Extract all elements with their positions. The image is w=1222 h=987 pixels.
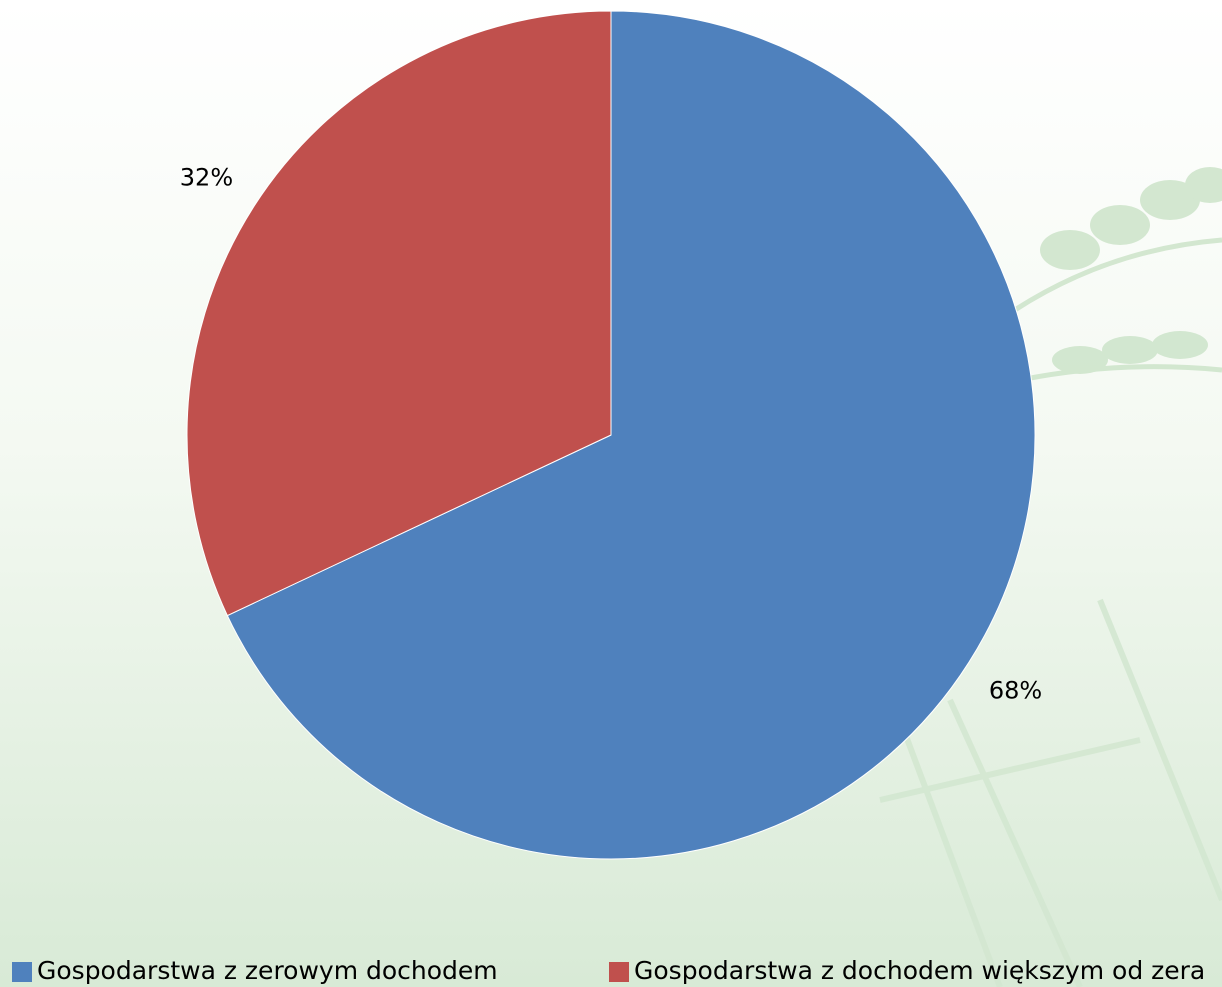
data-label: 32% bbox=[180, 163, 233, 191]
data-label: 68% bbox=[989, 677, 1042, 705]
pie-slice bbox=[226, 10, 1036, 860]
pie-slice bbox=[186, 10, 612, 617]
decoration bbox=[879, 167, 1222, 987]
legend-label: Gospodarstwa z dochodem większym od zera bbox=[634, 956, 1205, 985]
legend-swatch bbox=[12, 962, 32, 982]
legend-swatch bbox=[609, 962, 629, 982]
legend-label: Gospodarstwa z zerowym dochodem bbox=[37, 956, 498, 985]
